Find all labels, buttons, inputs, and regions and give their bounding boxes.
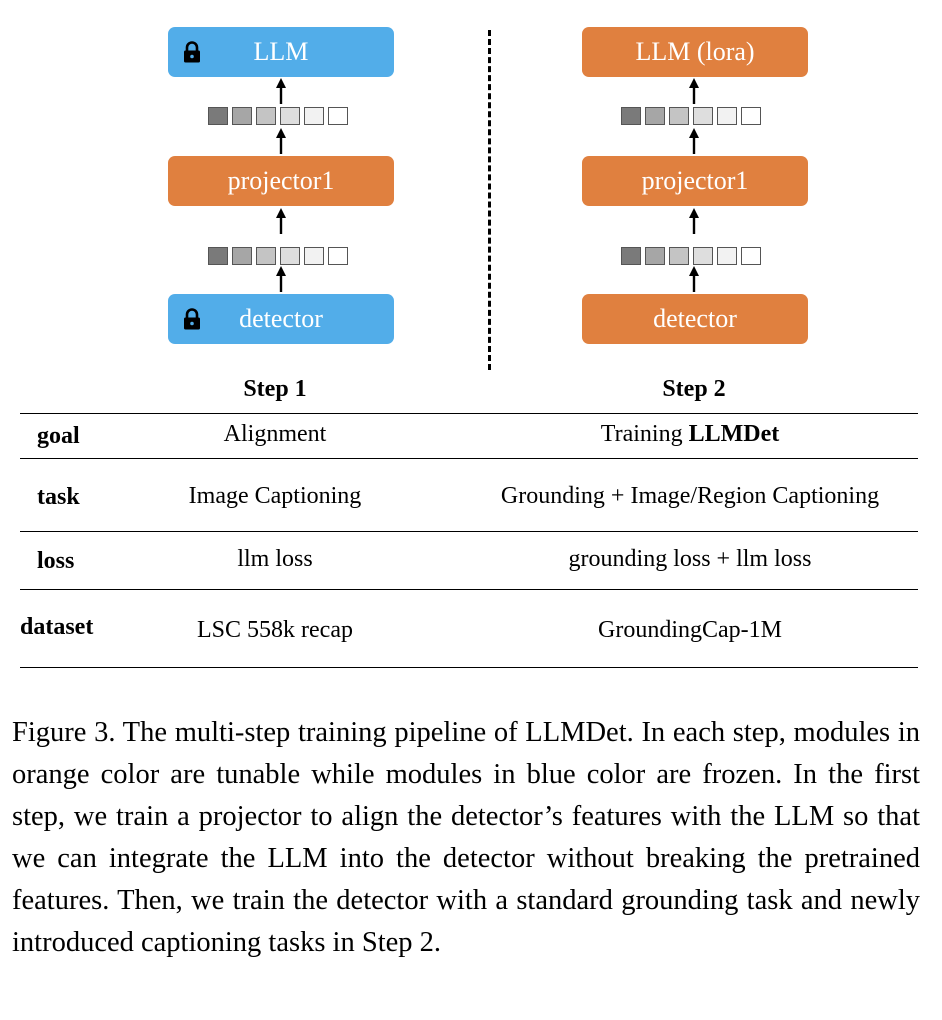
token	[741, 247, 761, 265]
step1-label: Step 1	[243, 376, 307, 402]
table-cell-loss-step1: llm loss	[237, 546, 313, 572]
table-rule	[20, 413, 918, 414]
table-row-label-loss: loss	[37, 548, 75, 574]
arrow-up-icon	[276, 128, 286, 154]
token	[256, 107, 276, 125]
table-row-label-task: task	[37, 484, 80, 510]
step1-detector-label: detector	[239, 304, 323, 333]
token	[717, 247, 737, 265]
step2-detector-box: detector	[582, 294, 808, 344]
step1-detector-box: detector	[168, 294, 394, 344]
token	[645, 107, 665, 125]
token	[256, 247, 276, 265]
token	[328, 247, 348, 265]
step1-projector-label: projector1	[227, 166, 335, 195]
token	[669, 247, 689, 265]
step2-lower-token-row	[621, 247, 761, 265]
token	[304, 247, 324, 265]
token	[232, 247, 252, 265]
table-cell-goal-step2: Training LLMDet	[464, 421, 916, 448]
step2-projector-label: projector1	[641, 166, 749, 195]
token	[693, 107, 713, 125]
token	[621, 247, 641, 265]
step2-llm-box: LLM (lora)	[582, 27, 808, 77]
step1-llm-label: LLM	[253, 37, 309, 66]
arrow-up-icon	[276, 266, 286, 292]
token	[232, 107, 252, 125]
step2-label: Step 2	[662, 376, 726, 402]
arrow-up-icon	[689, 78, 699, 104]
step1-upper-token-row	[208, 107, 348, 125]
token	[208, 247, 228, 265]
step1-projector-box: projector1	[168, 156, 394, 206]
arrow-up-icon	[689, 128, 699, 154]
table-rule	[20, 458, 918, 459]
token	[741, 107, 761, 125]
arrow-up-icon	[276, 208, 286, 234]
token	[669, 107, 689, 125]
step1-lower-token-row	[208, 247, 348, 265]
lock-icon	[184, 41, 200, 63]
arrow-up-icon	[689, 208, 699, 234]
token	[693, 247, 713, 265]
arrow-up-icon	[276, 78, 286, 104]
step2-upper-token-row	[621, 107, 761, 125]
table-cell-loss-step2: grounding loss + llm loss	[568, 546, 812, 572]
table-cell-task-step2: Grounding + Image/Region Captioning	[500, 483, 880, 509]
step2-projector-box: projector1	[582, 156, 808, 206]
token	[208, 107, 228, 125]
table-cell-task-step1: Image Captioning	[188, 483, 362, 509]
table-rule	[20, 531, 918, 532]
table-rule	[20, 667, 918, 668]
token	[280, 247, 300, 265]
goal-step2-prefix: Training	[600, 421, 689, 447]
token	[280, 107, 300, 125]
token	[717, 107, 737, 125]
step-divider	[488, 30, 491, 370]
figure-caption: Figure 3. The multi-step training pipeli…	[12, 717, 920, 958]
table-cell-goal-step1: Alignment	[223, 421, 327, 447]
goal-step2-bold: LLMDet	[688, 421, 780, 447]
table-cell-dataset-step2: GroundingCap-1M	[598, 617, 782, 643]
table-row-label-dataset: dataset	[20, 614, 94, 640]
step1-llm-box: LLM	[168, 27, 394, 77]
step2-detector-label: detector	[653, 304, 737, 333]
table-cell-dataset-step1: LSC 558k recap	[197, 617, 353, 643]
lock-icon	[184, 308, 200, 330]
arrow-up-icon	[689, 266, 699, 292]
table-rule	[20, 589, 918, 590]
token	[304, 107, 324, 125]
table-row-label-goal: goal	[37, 423, 80, 449]
token	[645, 247, 665, 265]
step2-llm-label: LLM (lora)	[635, 37, 755, 66]
token	[621, 107, 641, 125]
token	[328, 107, 348, 125]
